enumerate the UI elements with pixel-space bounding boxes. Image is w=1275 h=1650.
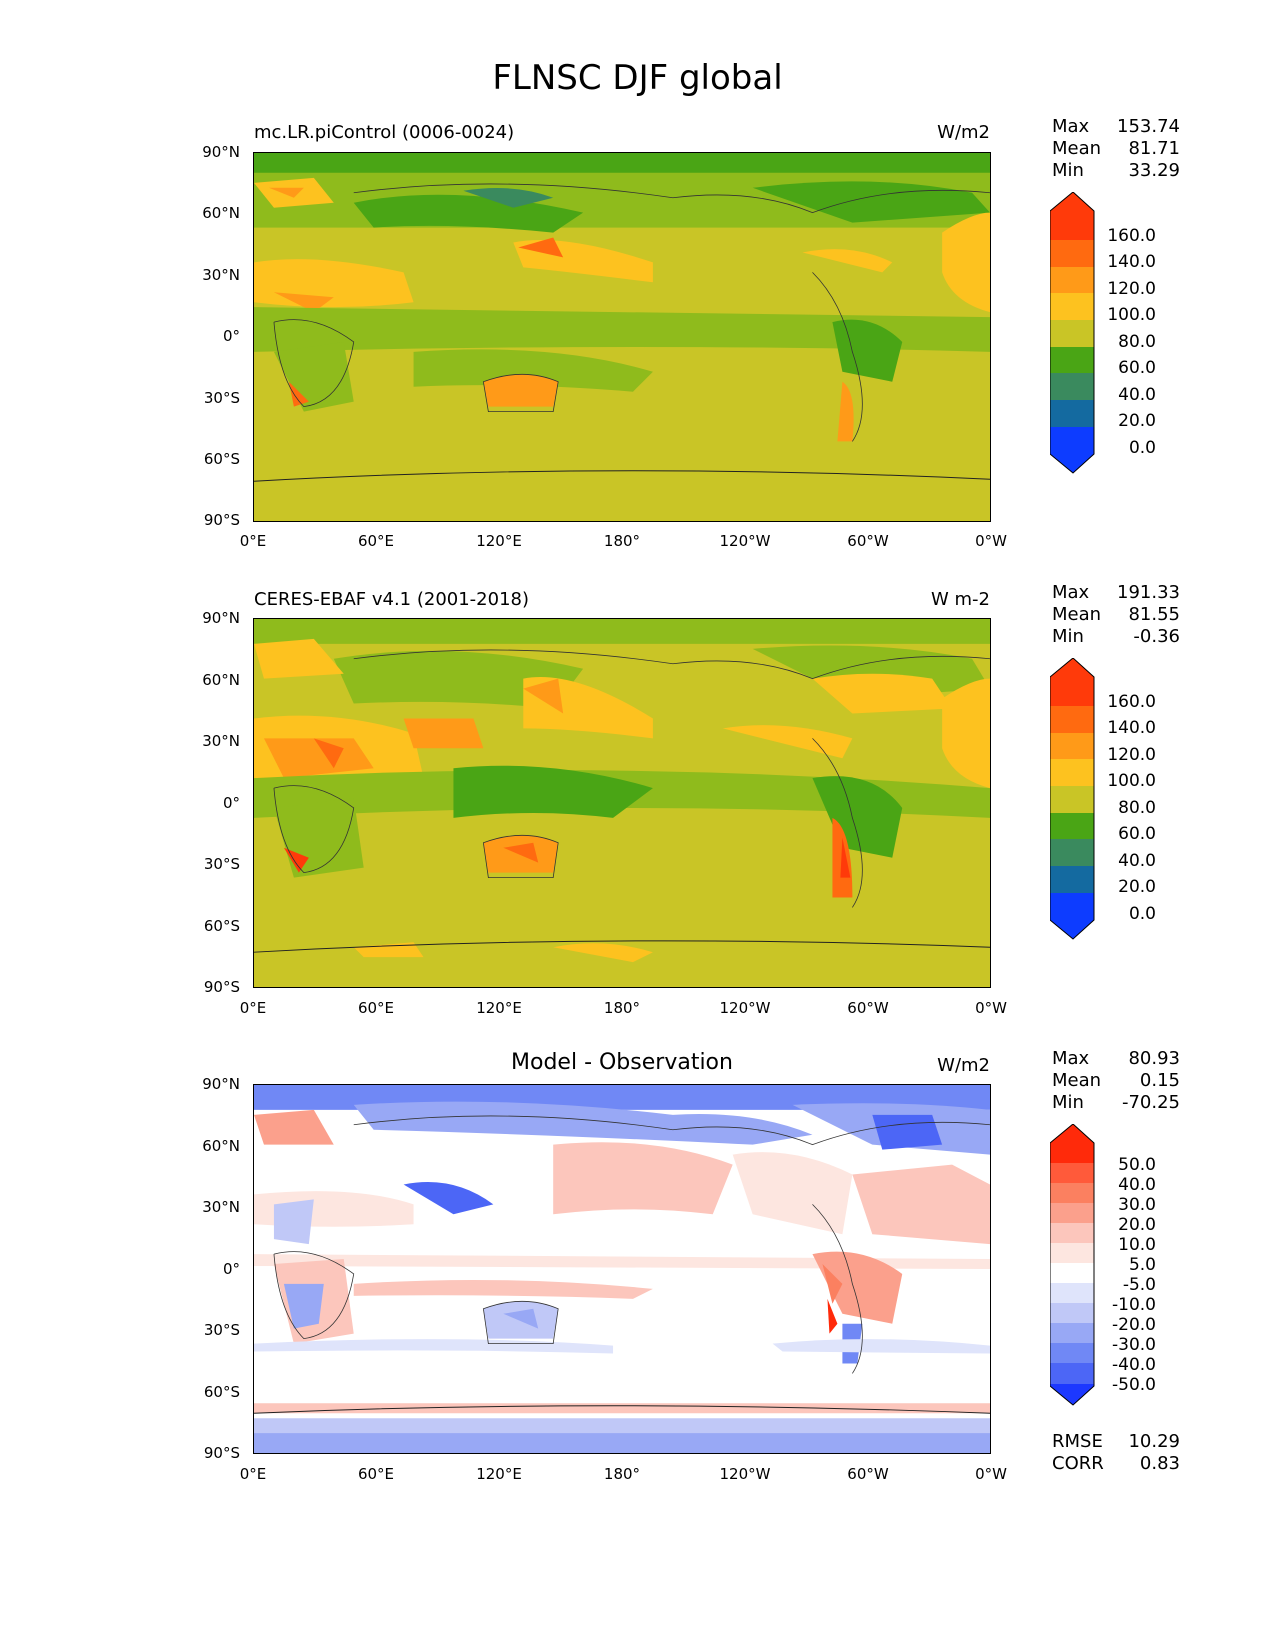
lon-tick: 60°E <box>357 1465 395 1483</box>
colorbar-label: 20.0 <box>1118 877 1156 897</box>
lon-tick: 60°W <box>847 1465 889 1483</box>
lon-tick: 60°E <box>357 532 395 550</box>
lon-tick: 120°W <box>719 999 771 1017</box>
map-plot-observation <box>253 618 991 988</box>
colorbar-label: 10.0 <box>1118 1235 1156 1255</box>
lat-tick: 60°N <box>202 671 240 689</box>
colorbar-label: 30.0 <box>1118 1195 1156 1215</box>
lon-tick: 120°E <box>476 532 522 550</box>
colorbar-label: 5.0 <box>1128 1255 1156 1275</box>
stats-box: Max 80.93 Mean 0.15 Min -70.25 <box>1052 1048 1180 1113</box>
lon-tick: 0°W <box>975 532 1007 550</box>
colorbar-label: -30.0 <box>1112 1335 1156 1355</box>
colorbar-label: -10.0 <box>1112 1295 1156 1315</box>
lon-tick: 0°W <box>975 999 1007 1017</box>
panel-title: Model - Observation <box>511 1050 733 1075</box>
lat-tick: 30°S <box>203 855 240 873</box>
colorbar-label: 40.0 <box>1118 385 1156 405</box>
lon-tick: 60°E <box>357 999 395 1017</box>
colorbar-label: -20.0 <box>1112 1315 1156 1335</box>
map-plot-model <box>253 152 991 522</box>
lon-tick: 120°E <box>476 999 522 1017</box>
lat-tick: 30°N <box>202 266 240 284</box>
units-label: W m-2 <box>930 589 990 610</box>
colorbar <box>1049 657 1096 958</box>
lon-tick: 60°W <box>847 532 889 550</box>
lon-tick: 0°E <box>239 999 267 1017</box>
colorbar-label: 20.0 <box>1118 411 1156 431</box>
colorbar-label: 100.0 <box>1107 771 1156 791</box>
colorbar-label: 40.0 <box>1118 1175 1156 1195</box>
lat-tick: 0° <box>222 1260 240 1278</box>
lat-tick: 60°S <box>203 917 240 935</box>
lon-tick: 120°W <box>719 1465 771 1483</box>
colorbar-label: 20.0 <box>1118 1215 1156 1235</box>
lat-tick: 30°N <box>202 1198 240 1216</box>
map-plot-difference <box>253 1084 991 1454</box>
lon-tick: 0°W <box>975 1465 1007 1483</box>
lon-tick: 120°E <box>476 1465 522 1483</box>
colorbar <box>1049 191 1096 492</box>
lon-tick: 180° <box>603 532 641 550</box>
colorbar-label: -5.0 <box>1122 1275 1156 1295</box>
lat-tick: 90°S <box>203 978 240 996</box>
colorbar-label: 40.0 <box>1118 851 1156 871</box>
colorbar-label: 120.0 <box>1107 279 1156 299</box>
panel-title: CERES-EBAF v4.1 (2001-2018) <box>254 589 530 610</box>
lat-tick: 60°S <box>203 1383 240 1401</box>
colorbar-label: 160.0 <box>1107 692 1156 712</box>
colorbar-label: -50.0 <box>1112 1375 1156 1395</box>
lon-tick: 0°E <box>239 532 267 550</box>
lon-tick: 120°W <box>719 532 771 550</box>
colorbar-label: 140.0 <box>1107 252 1156 272</box>
colorbar-label: 50.0 <box>1118 1155 1156 1175</box>
colorbar-label: 80.0 <box>1118 798 1156 818</box>
lat-tick: 60°N <box>202 204 240 222</box>
colorbar-label: 0.0 <box>1128 438 1156 458</box>
lat-tick: 0° <box>222 794 240 812</box>
error-stats-box: RMSE 10.29 CORR 0.83 <box>1052 1431 1180 1474</box>
lon-tick: 180° <box>603 999 641 1017</box>
lat-tick: 60°N <box>202 1137 240 1155</box>
lat-tick: 90°N <box>202 609 240 627</box>
panel-title: mc.LR.piControl (0006-0024) <box>254 122 515 143</box>
lat-tick: 30°S <box>203 1321 240 1339</box>
colorbar-label: 60.0 <box>1118 358 1156 378</box>
lon-tick: 0°E <box>239 1465 267 1483</box>
figure-title: FLNSC DJF global <box>492 58 783 98</box>
lat-tick: 90°S <box>203 1444 240 1462</box>
lat-tick: 30°S <box>203 389 240 407</box>
lat-tick: 90°N <box>202 1075 240 1093</box>
lon-tick: 180° <box>603 1465 641 1483</box>
units-label: W/m2 <box>937 122 990 143</box>
stats-box: Max 191.33 Mean 81.55 Min -0.36 <box>1052 582 1180 647</box>
colorbar-label: 160.0 <box>1107 226 1156 246</box>
colorbar-label: 80.0 <box>1118 332 1156 352</box>
lat-tick: 90°N <box>202 143 240 161</box>
colorbar-label: -40.0 <box>1112 1355 1156 1375</box>
lat-tick: 90°S <box>203 511 240 529</box>
colorbar-label: 140.0 <box>1107 718 1156 738</box>
colorbar <box>1049 1123 1096 1424</box>
lon-tick: 60°W <box>847 999 889 1017</box>
colorbar-label: 60.0 <box>1118 824 1156 844</box>
lat-tick: 60°S <box>203 450 240 468</box>
units-label: W/m2 <box>937 1055 990 1076</box>
colorbar-label: 120.0 <box>1107 745 1156 765</box>
lat-tick: 30°N <box>202 732 240 750</box>
stats-box: Max 153.74 Mean 81.71 Min 33.29 <box>1052 116 1180 181</box>
colorbar-label: 0.0 <box>1128 904 1156 924</box>
colorbar-label: 100.0 <box>1107 305 1156 325</box>
lat-tick: 0° <box>222 327 240 345</box>
